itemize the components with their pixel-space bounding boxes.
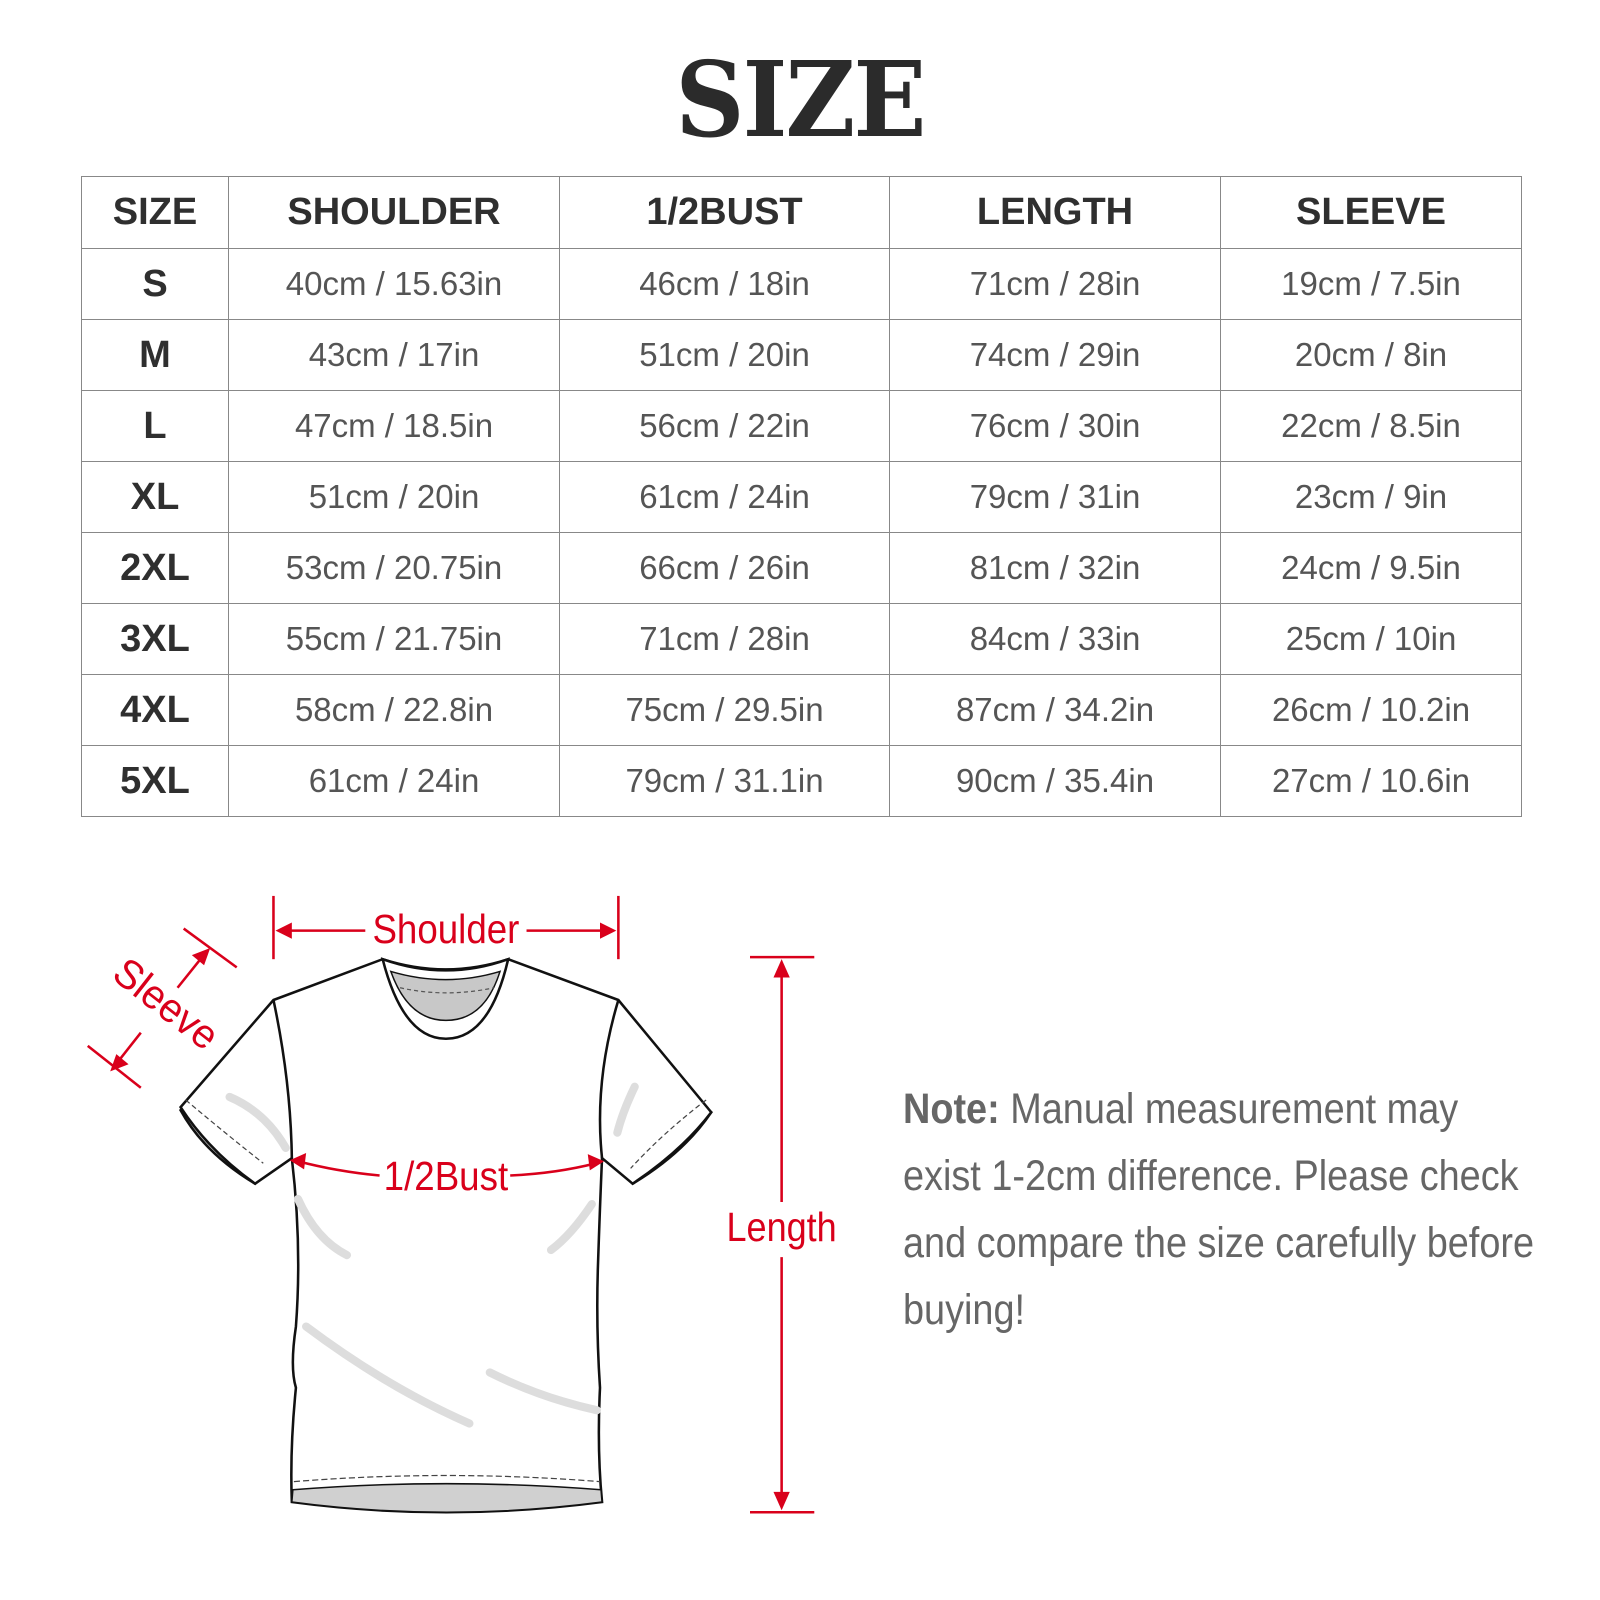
measurement-cell: 58cm / 22.8in — [228, 674, 560, 746]
measurement-cell: 75cm / 29.5in — [559, 674, 890, 746]
measurement-cell: 74cm / 29in — [889, 319, 1221, 391]
measurement-cell: 84cm / 33in — [889, 603, 1221, 675]
header-bust: 1/2BUST — [559, 176, 890, 249]
measurement-cell: 24cm / 9.5in — [1220, 532, 1522, 604]
sleeve-label: Sleeve — [105, 948, 228, 1058]
table-row: L 47cm / 18.5in 56cm / 22in 76cm / 30in 22cm… — [81, 390, 1522, 462]
size-cell: S — [81, 248, 229, 320]
shoulder-label: Shoulder — [372, 906, 519, 952]
table-row: 2XL 53cm / 20.75in 66cm / 26in 81cm / 32in 2… — [81, 532, 1522, 604]
measurement-cell: 43cm / 17in — [228, 319, 560, 391]
table-row: 4XL 58cm / 22.8in 75cm / 29.5in 87cm / 34.2… — [81, 674, 1522, 746]
note-label: Note: — [903, 1085, 1000, 1133]
measurement-cell: 56cm / 22in — [559, 390, 890, 462]
tshirt-icon — [178, 957, 713, 1514]
measurement-cell: 19cm / 7.5in — [1220, 248, 1522, 320]
measurement-cell: 25cm / 10in — [1220, 603, 1522, 675]
table-row: S 40cm / 15.63in 46cm / 18in 71cm / 28in 19c… — [81, 248, 1522, 320]
measurement-cell: 23cm / 9in — [1220, 461, 1522, 533]
header-size: SIZE — [81, 176, 229, 249]
size-cell: 3XL — [81, 603, 229, 675]
measurement-cell: 27cm / 10.6in — [1220, 745, 1522, 817]
note-body: Manual measurement may exist 1-2cm diffe… — [903, 1085, 1535, 1334]
size-cell: L — [81, 390, 229, 462]
length-label: Length — [727, 1204, 837, 1250]
measurement-cell: 81cm / 32in — [889, 532, 1221, 604]
measurement-cell: 22cm / 8.5in — [1220, 390, 1522, 462]
size-cell: 5XL — [81, 745, 229, 817]
note-text: Note: Manual measurement may exist 1-2cm… — [903, 1076, 1537, 1344]
measurement-cell: 51cm / 20in — [228, 461, 560, 533]
measurement-cell: 71cm / 28in — [559, 603, 890, 675]
measurement-cell: 76cm / 30in — [889, 390, 1221, 462]
measurement-cell: 79cm / 31.1in — [559, 745, 890, 817]
measurement-cell: 61cm / 24in — [559, 461, 890, 533]
measurement-cell: 40cm / 15.63in — [228, 248, 560, 320]
size-cell: M — [81, 319, 229, 391]
measurement-cell: 66cm / 26in — [559, 532, 890, 604]
table-row: M 43cm / 17in 51cm / 20in 74cm / 29in 20cm /… — [81, 319, 1522, 391]
measurement-cell: 90cm / 35.4in — [889, 745, 1221, 817]
table-row: XL 51cm / 20in 61cm / 24in 79cm / 31in 23cm … — [81, 461, 1522, 533]
header-length: LENGTH — [889, 176, 1221, 249]
measurement-cell: 71cm / 28in — [889, 248, 1221, 320]
header-sleeve: SLEEVE — [1220, 176, 1522, 249]
size-cell: 4XL — [81, 674, 229, 746]
page-title: SIZE — [675, 38, 926, 161]
measurement-cell: 61cm / 24in — [228, 745, 560, 817]
size-cell: XL — [81, 461, 229, 533]
measurement-cell: 20cm / 8in — [1220, 319, 1522, 391]
table-header-row: SIZE SHOULDER 1/2BUST LENGTH SLEEVE — [81, 176, 1522, 249]
table-row: 5XL 61cm / 24in 79cm / 31.1in 90cm / 35.4in… — [81, 745, 1522, 817]
measurement-cell: 46cm / 18in — [559, 248, 890, 320]
size-table: SIZE SHOULDER 1/2BUST LENGTH SLEEVE S 40c… — [81, 176, 1522, 817]
table-row: 3XL 55cm / 21.75in 71cm / 28in 84cm / 33in 2… — [81, 603, 1522, 675]
measurement-cell: 55cm / 21.75in — [228, 603, 560, 675]
measurement-cell: 53cm / 20.75in — [228, 532, 560, 604]
bust-label: 1/2Bust — [384, 1153, 509, 1199]
measurement-cell: 26cm / 10.2in — [1220, 674, 1522, 746]
